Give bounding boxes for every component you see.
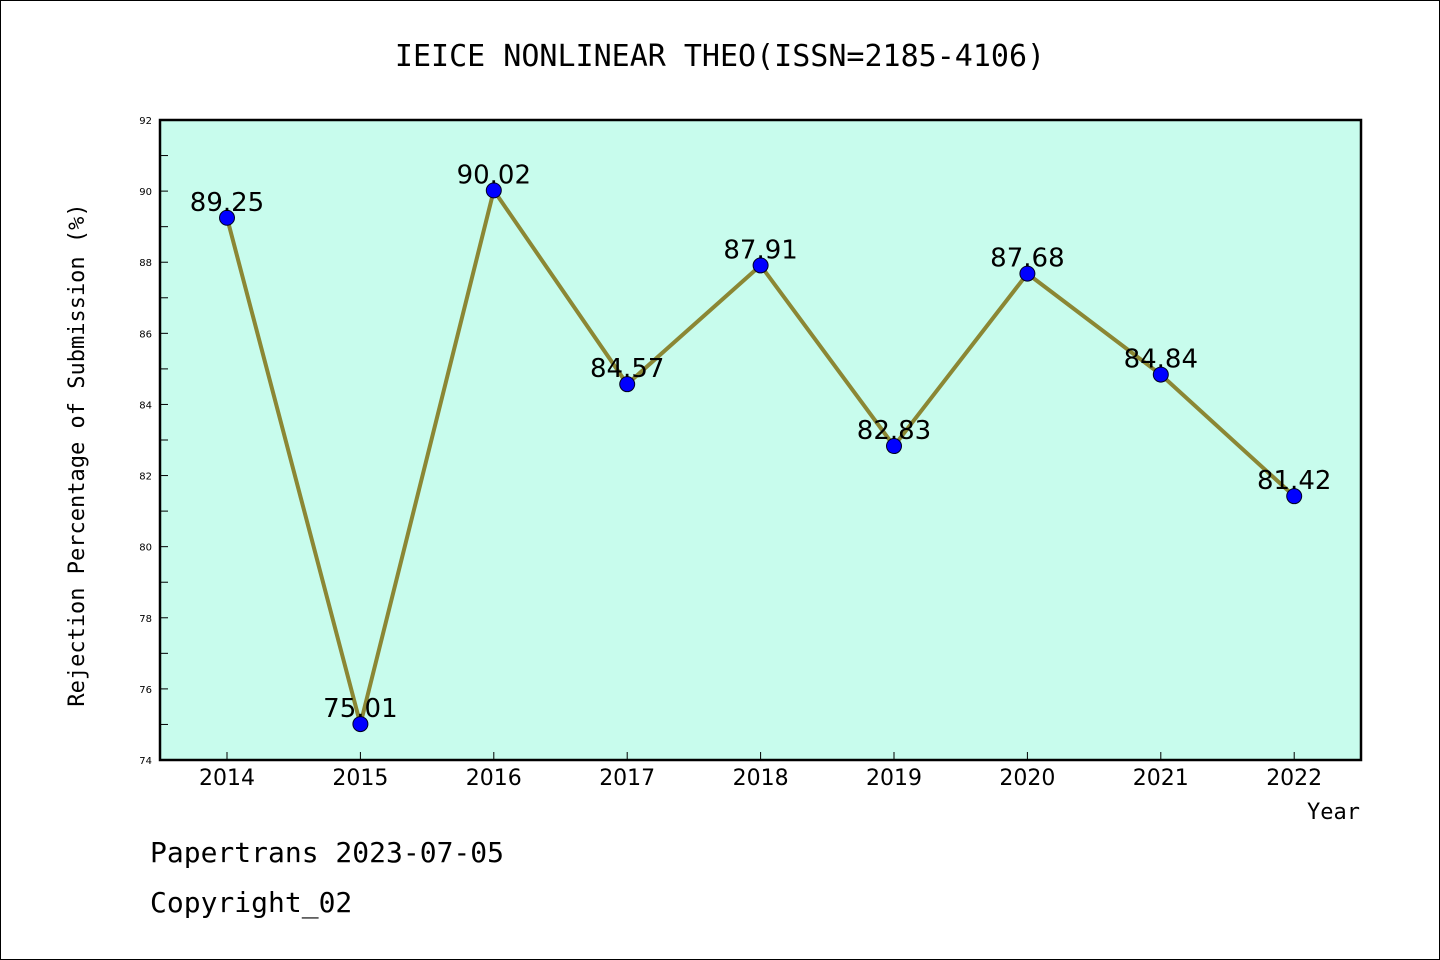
x-tick-label: 2015: [332, 766, 388, 791]
x-axis: 2014 2015 2016 2017 2018 2019 2020 2021 2022: [199, 752, 1322, 791]
x-tick-label: 2018: [733, 766, 789, 791]
data-point: [1152, 366, 1169, 383]
y-tick-label: 86: [139, 329, 152, 340]
x-axis-label: Year: [1307, 800, 1360, 825]
plot-area: [160, 120, 1361, 760]
y-tick-label: 88: [139, 258, 152, 269]
x-tick-label: 2020: [999, 766, 1055, 791]
plot-border: [158, 118, 1363, 762]
x-tick-label: 2021: [1133, 766, 1189, 791]
data-label: 89.25: [190, 188, 264, 218]
x-tick-label: 2016: [466, 766, 522, 791]
data-label: 87.91: [723, 235, 797, 265]
y-tick-label: 78: [139, 614, 152, 625]
footer-copyright: Copyright_02: [150, 886, 353, 919]
y-tick-label: 74: [139, 756, 152, 767]
y-axis-label: Rejection Percentage of Submission (%): [65, 203, 90, 706]
y-axis: 74 76 78 80 82 84 86 88 90 92: [139, 116, 168, 767]
data-point: [886, 438, 902, 455]
data-point: [619, 376, 636, 393]
y-tick-label: 82: [139, 472, 152, 483]
data-point: [1019, 265, 1036, 282]
series-line-group: 89.25 75.01 90.02 84.57 87.91 82.83 87.68 84.84…: [190, 160, 1331, 733]
data-label: 82.83: [857, 416, 931, 446]
x-tick-label: 2022: [1266, 766, 1322, 791]
y-tick-label: 76: [139, 685, 152, 696]
x-tick-label: 2014: [199, 766, 255, 791]
x-tick-label: 2017: [599, 766, 655, 791]
data-label: 90.02: [457, 160, 531, 190]
x-tick-label: 2019: [866, 766, 922, 791]
y-tick-label: 84: [139, 400, 152, 411]
y-tick-label: 90: [139, 187, 152, 198]
data-point: [1286, 488, 1303, 505]
data-label: 84.57: [590, 354, 664, 384]
data-point: [352, 716, 369, 733]
data-point: [485, 182, 502, 199]
data-label: 87.68: [990, 244, 1064, 274]
data-label: 84.84: [1124, 345, 1198, 375]
data-label: 81.42: [1257, 466, 1331, 496]
y-tick-label: 80: [139, 543, 152, 554]
data-point: [219, 209, 235, 226]
y-tick-label: 92: [139, 116, 152, 127]
footer-source: Papertrans 2023-07-05: [150, 836, 505, 869]
chart-title: IEICE NONLINEAR THEO(ISSN=2185-4106): [395, 39, 1045, 74]
data-label: 75.01: [323, 694, 397, 724]
data-point: [752, 257, 769, 274]
